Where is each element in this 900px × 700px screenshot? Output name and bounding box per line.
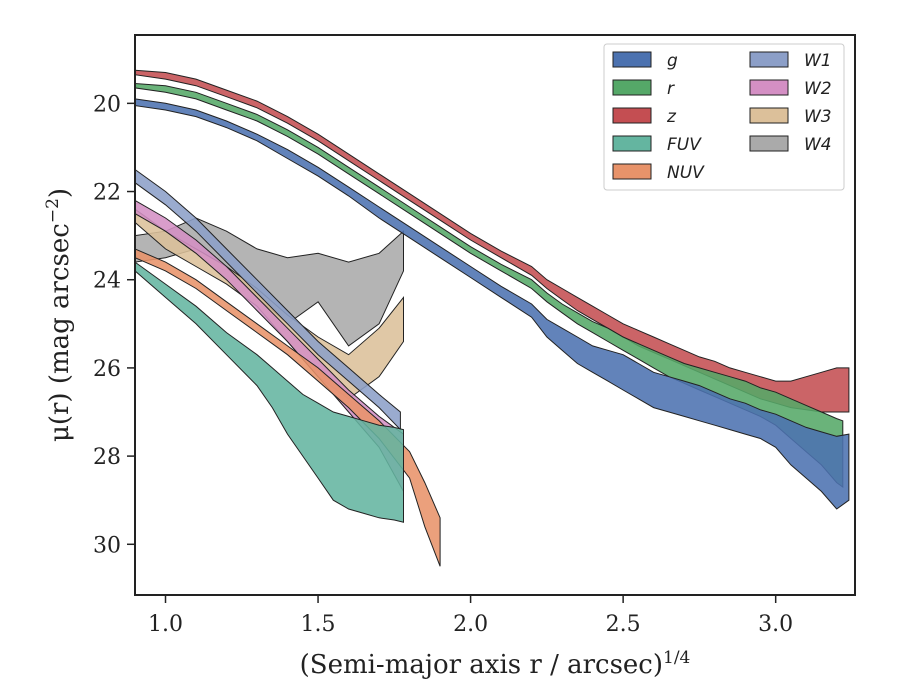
plot-frame — [134, 34, 856, 596]
y-tick-label: 22 — [93, 181, 121, 206]
x-ticks: 1.0 1.5 2.0 2.5 3.0 — [148, 595, 793, 637]
x-tick-label: 3.0 — [758, 612, 793, 637]
y-tick-label: 26 — [93, 357, 121, 382]
y-ticks: 20 22 24 26 28 30 — [93, 92, 135, 558]
y-tick-label: 30 — [93, 533, 121, 558]
band-z — [134, 69, 850, 413]
legend-swatch-w4 — [749, 135, 789, 152]
legend-label-w4: W4 — [804, 135, 832, 155]
legend-label-w1: W1 — [804, 51, 832, 71]
legend-swatch-w3 — [749, 107, 789, 124]
y-tick-label: 24 — [93, 269, 121, 294]
legend-swatch-fuv — [612, 135, 652, 152]
y-tick-label: 28 — [93, 445, 121, 470]
x-axis-label-superscript: 1/4 — [663, 648, 690, 668]
legend-label-r: r — [667, 79, 675, 99]
y-axis-label-close: ) — [45, 188, 75, 198]
legend-swatch-r — [612, 79, 652, 96]
y-axis-label-text: μ(r) (mag arcsec — [45, 223, 75, 442]
y-axis-label-superscript: −2 — [43, 198, 63, 223]
legend-swatch-nuv — [612, 163, 652, 180]
legend-label-g: g — [667, 51, 678, 71]
x-tick-label: 1.0 — [148, 612, 183, 637]
band-nuv — [134, 248, 441, 567]
legend-label-w3: W3 — [804, 107, 832, 127]
legend-swatch-z — [612, 107, 652, 124]
x-tick-label: 2.0 — [453, 612, 488, 637]
legend: grz FUV NUV W1 W2 W3 W4 — [603, 43, 845, 191]
legend-swatch-w2 — [749, 79, 789, 96]
x-tick-label: 2.5 — [606, 612, 641, 637]
legend-swatch-g — [612, 51, 652, 68]
y-tick-label: 20 — [93, 92, 121, 117]
y-axis-label: μ(r) (mag arcsec−2) — [43, 188, 75, 442]
x-axis-label-text: (Semi-major axis r / arcsec) — [300, 650, 663, 680]
legend-swatch-w1 — [749, 51, 789, 68]
band-g — [134, 98, 850, 510]
x-tick-label: 1.5 — [301, 612, 336, 637]
legend-label-nuv: NUV — [667, 163, 705, 183]
legend-label-w2: W2 — [804, 79, 832, 99]
band-layer — [134, 69, 850, 567]
legend-label-fuv: FUV — [667, 135, 702, 155]
x-axis-label: (Semi-major axis r / arcsec)1/4 — [300, 648, 691, 680]
legend-label-z: z — [666, 107, 677, 127]
band-fuv — [134, 261, 404, 523]
